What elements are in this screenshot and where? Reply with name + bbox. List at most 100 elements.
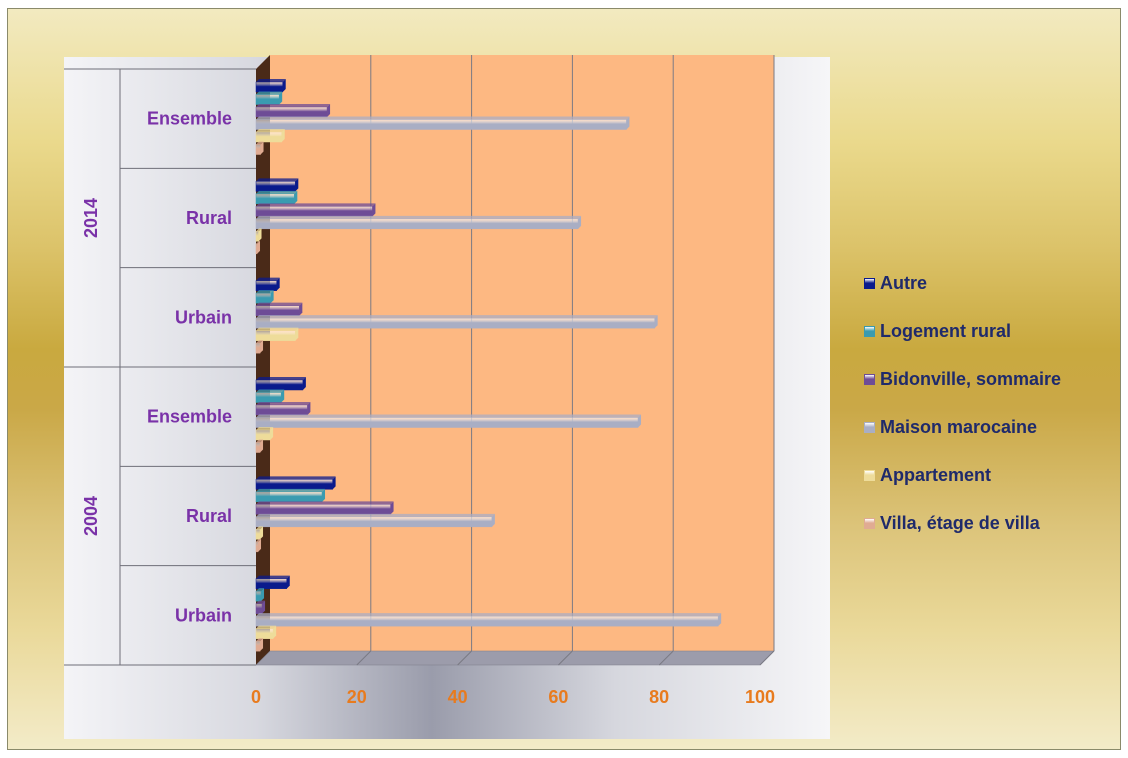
bar [255,243,258,255]
legend-swatch [864,517,875,529]
bar-end [299,302,303,316]
legend-label: Maison marocaine [880,416,1038,437]
bar-end [578,215,582,229]
bar [255,81,283,93]
bar [255,392,282,403]
bar [255,628,274,639]
legend-item: Logement rural [864,307,1061,355]
bar-top [256,625,277,629]
category-label: Rural [186,506,232,526]
legend-item: Maison marocaine [864,403,1061,451]
bar-top [256,141,264,145]
bar-top [256,315,658,319]
chart-frame: 0 20 40 60 80 100 2014 Ensemble Rural Urbain 2004 E… [7,8,1121,750]
category-label: Urbain [175,605,232,625]
bar-top [256,302,303,306]
bar-end [270,427,274,440]
gridline-base [457,650,472,666]
plot-base [255,650,775,666]
bar-end [258,228,262,242]
year-group-label: 2014 [81,198,101,238]
bar-end [276,277,280,291]
bar-end [273,625,277,639]
bar-top [256,228,262,232]
bar [255,603,263,614]
bar [255,119,627,130]
legend-label: Appartement [880,464,992,485]
bar-end [295,327,299,341]
plot-wall [270,55,774,651]
bar-top [256,488,326,492]
bar-end [491,513,495,527]
category-label: Ensemble [147,407,232,427]
bar-top [256,327,299,331]
bar [255,442,261,453]
bar [255,218,579,230]
category-label: Urbain [175,307,232,327]
bar [255,131,282,143]
legend: Autre Logement rural Bidonville, sommaire M… [864,259,1061,547]
bar-top [256,389,285,393]
bar-end [261,588,265,602]
bar-top [256,129,285,132]
bar-end [626,116,630,130]
bar [255,144,261,155]
legend-swatch [864,325,875,337]
x-tick-label: 0 [251,687,261,707]
bar-end [262,600,266,614]
bar [255,106,328,118]
bar-top [256,476,336,480]
bar [255,181,296,192]
bar-top [256,79,286,82]
bar-end [260,638,264,652]
bar [255,317,655,329]
bar-top [256,439,264,443]
bar-top [256,290,274,294]
legend-item: Bidonville, sommaire [864,355,1061,403]
bar-top [256,91,283,95]
bar-end [260,340,264,354]
bar [255,640,261,652]
bar-top [256,402,311,405]
bar-end [372,203,376,217]
bar [255,193,295,205]
bar-end [294,190,298,204]
bar-end [260,439,264,453]
bar-end [286,575,290,589]
legend-swatch [864,277,875,289]
bar-top [256,377,306,380]
bar [255,330,296,341]
gridline-base [759,650,775,666]
bar [255,491,323,503]
bar-top [256,538,262,542]
bar-top [256,513,495,517]
legend-label: Logement rural [880,320,1012,341]
bar [255,417,639,428]
bar [255,615,719,627]
bar [255,516,493,528]
bar-end [332,476,336,490]
bar-top [256,178,299,182]
bar-top [256,600,266,604]
bar [255,541,259,553]
bar-top [256,240,261,244]
bar-top [256,116,630,120]
legend-item: Autre [864,259,1061,307]
legend-label: Autre [880,272,928,293]
bar-end [307,402,311,415]
bar-end [260,141,264,155]
legend-label: Bidonville, sommaire [880,368,1062,389]
bar-top [256,340,264,344]
bar [255,292,271,304]
bar-top [256,277,280,281]
gridline-base [558,650,573,666]
x-tick-label: 40 [448,687,468,707]
bar-top [256,190,298,194]
bar-end [327,104,331,117]
legend-swatch [864,421,875,433]
bar-top [256,215,582,219]
bar-end [638,414,642,428]
category-label: Ensemble [147,109,232,129]
x-tick-label: 100 [745,687,775,707]
bar-top [256,526,264,530]
